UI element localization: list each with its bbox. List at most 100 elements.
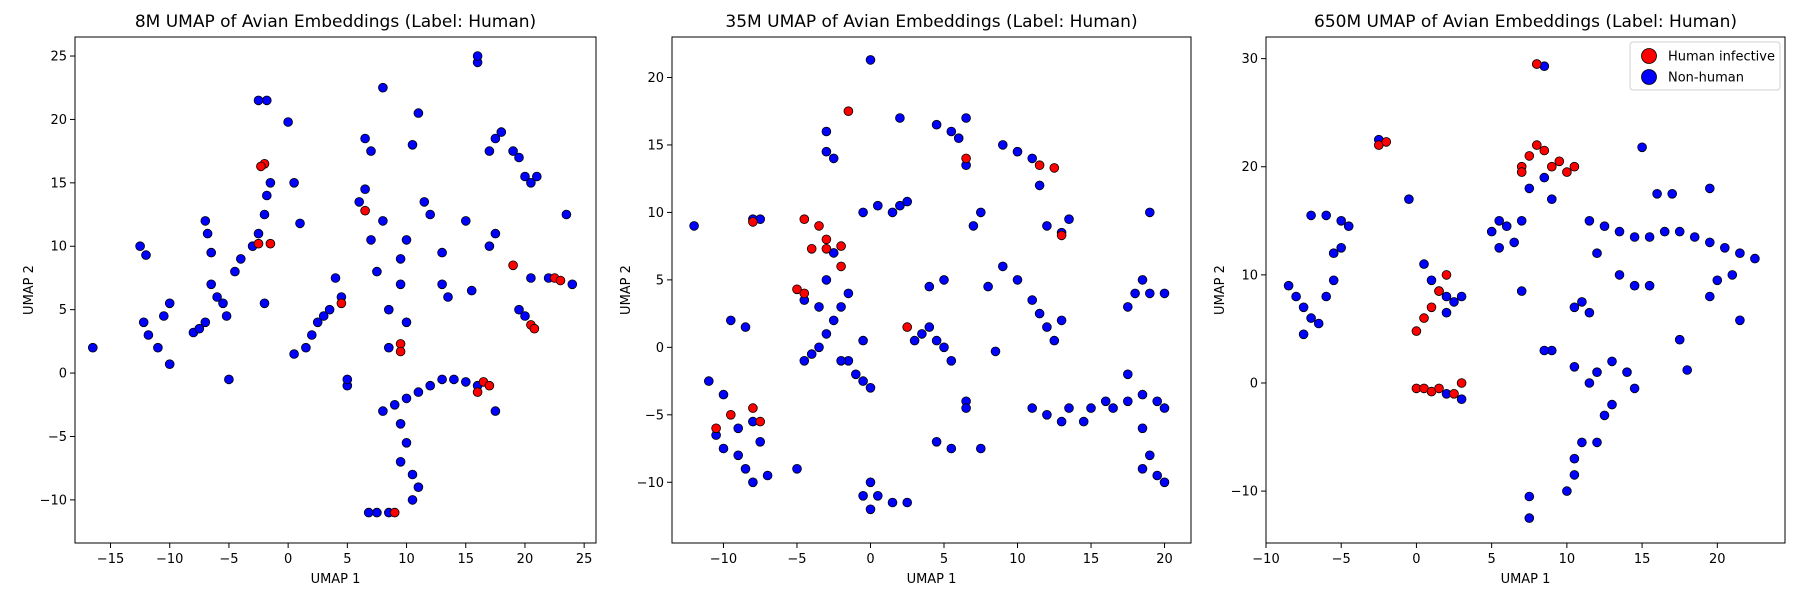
data-point-non-human <box>366 235 376 245</box>
data-point-non-human <box>740 463 751 474</box>
data-point-non-human <box>401 393 412 404</box>
data-point-non-human <box>1584 378 1595 388</box>
data-point-non-human <box>306 330 317 340</box>
data-point-non-human <box>514 304 524 315</box>
data-point-non-human <box>1486 226 1497 237</box>
data-point-non-human <box>1306 210 1316 221</box>
data-point-non-human <box>872 200 883 211</box>
data-point-non-human <box>202 228 213 239</box>
data-point-non-human <box>1130 288 1140 299</box>
data-point-non-human <box>395 418 406 429</box>
data-point-non-human <box>1336 243 1346 253</box>
data-point-human-infective <box>961 153 971 164</box>
y-tick-label: 15 <box>647 138 664 153</box>
data-point-non-human <box>858 490 868 501</box>
data-point-human-infective <box>711 423 721 434</box>
data-point-non-human <box>1644 232 1655 242</box>
data-point-non-human <box>1705 183 1715 194</box>
data-point-non-human <box>1137 423 1148 434</box>
data-point-non-human <box>821 275 832 285</box>
panel-650m: 650M UMAP of Avian Embeddings (Label: Hu… <box>1213 12 1786 587</box>
data-point-non-human <box>324 304 335 315</box>
data-point-non-human <box>261 95 272 106</box>
data-point-non-human <box>1034 308 1045 319</box>
data-point-non-human <box>1720 243 1730 253</box>
data-point-non-human <box>821 329 832 339</box>
data-point-non-human <box>946 443 957 454</box>
data-point-non-human <box>567 279 578 290</box>
data-point-human-infective <box>814 221 824 231</box>
data-point-non-human <box>953 133 964 144</box>
y-tick-label: −5 <box>645 408 664 423</box>
data-point-human-infective <box>336 298 347 309</box>
panel-35m: 35M UMAP of Avian Embeddings (Label: Hum… <box>619 12 1192 587</box>
y-tick-label: −10 <box>1231 485 1258 500</box>
data-point-non-human <box>792 463 802 474</box>
data-point-non-human <box>1547 194 1557 205</box>
data-point-non-human <box>1012 146 1023 157</box>
data-point-non-human <box>718 389 729 400</box>
x-axis-label: UMAP 1 <box>311 572 361 587</box>
data-point-non-human <box>1652 189 1662 199</box>
data-point-human-infective <box>748 403 758 413</box>
data-point-non-human <box>360 184 370 195</box>
data-point-non-human <box>1524 183 1535 194</box>
data-point-non-human <box>814 342 824 353</box>
data-point-non-human <box>1321 291 1331 302</box>
data-point-human-infective <box>1449 388 1459 399</box>
x-tick-label: 15 <box>457 552 474 567</box>
data-point-non-human <box>135 241 145 252</box>
data-point-human-infective <box>253 238 264 249</box>
axes-frame <box>1265 36 1786 544</box>
data-point-non-human <box>990 346 1001 357</box>
legend-marker <box>1641 48 1657 64</box>
data-point-human-infective <box>1539 145 1550 156</box>
data-point-non-human <box>437 279 447 290</box>
data-point-non-human <box>395 279 406 290</box>
data-point-non-human <box>1456 291 1467 302</box>
data-point-non-human <box>378 216 388 226</box>
data-point-non-human <box>1494 216 1504 226</box>
data-point-non-human <box>1562 486 1572 496</box>
data-point-non-human <box>887 497 898 508</box>
data-point-non-human <box>289 178 299 188</box>
legend-label: Non-human <box>1668 71 1744 86</box>
data-point-non-human <box>407 140 418 150</box>
data-point-non-human <box>1328 248 1339 259</box>
data-point-non-human <box>828 153 839 164</box>
data-point-non-human <box>821 126 832 137</box>
data-point-non-human <box>425 380 436 391</box>
chart-title: 8M UMAP of Avian Embeddings (Label: Huma… <box>135 12 536 32</box>
data-point-human-infective <box>1516 167 1527 177</box>
data-point-non-human <box>206 247 217 258</box>
data-point-non-human <box>1108 403 1118 413</box>
data-point-non-human <box>1584 216 1595 226</box>
data-point-non-human <box>437 374 447 385</box>
data-point-non-human <box>1078 416 1089 427</box>
data-point-human-infective <box>1547 161 1557 172</box>
data-point-non-human <box>289 349 299 359</box>
data-point-non-human <box>1419 259 1429 269</box>
data-point-non-human <box>295 218 305 229</box>
x-tick-label: −10 <box>710 552 737 567</box>
data-point-non-human <box>1614 226 1625 237</box>
data-point-non-human <box>858 376 868 386</box>
data-point-non-human <box>821 146 832 157</box>
data-point-non-human <box>401 437 412 448</box>
data-point-non-human <box>401 235 412 245</box>
points-layer <box>88 51 578 518</box>
data-point-human-infective <box>821 244 832 254</box>
data-point-human-infective <box>1524 151 1535 161</box>
y-tick-label: −5 <box>48 430 67 445</box>
data-point-non-human <box>1012 275 1023 285</box>
data-point-non-human <box>1577 437 1587 448</box>
data-point-non-human <box>1637 142 1647 153</box>
x-tick-label: 20 <box>1156 552 1173 567</box>
y-tick-label: 25 <box>50 50 67 65</box>
data-point-non-human <box>253 228 264 239</box>
data-point-non-human <box>1123 396 1133 407</box>
axes-frame <box>671 36 1192 544</box>
data-point-human-infective <box>484 380 495 391</box>
data-point-human-infective <box>1434 383 1444 394</box>
data-point-non-human <box>961 403 971 413</box>
